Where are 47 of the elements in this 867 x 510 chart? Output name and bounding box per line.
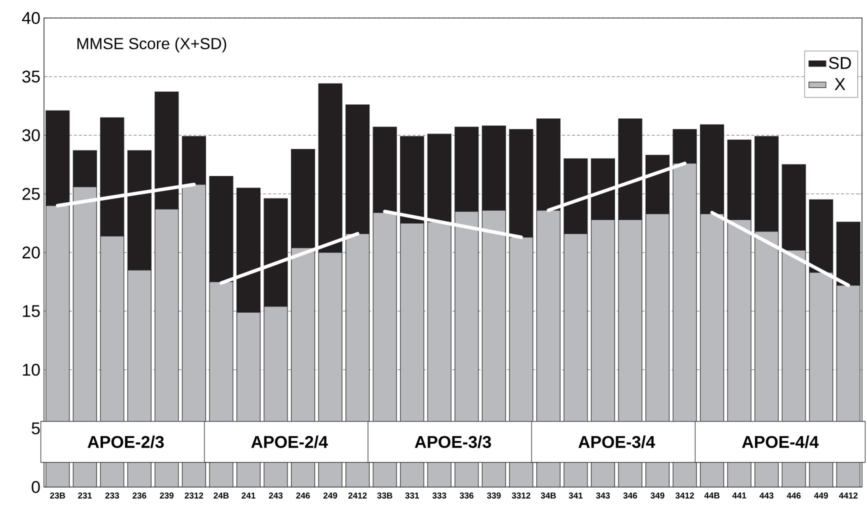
text: MMSE Score (X+SD) [77,38,226,52]
x-tick-label: 333 [432,492,446,499]
x-tick-label: 331 [405,492,420,499]
x-tick-label: 239 [160,492,174,499]
x-tick-label: 33B [377,492,392,499]
annotation: APOE-3/3 [414,436,491,448]
y-tick-label: 5 [32,422,40,434]
x-tick-label: 4412 [838,492,858,498]
y-tick-label: 15 [22,305,40,318]
x-tick-label: 443 [760,492,774,499]
x-tick-label: 44B [704,492,720,498]
x-tick-label: 249 [323,492,338,499]
x-tick-label: 233 [105,492,119,499]
annotation: APOE-3/4 [578,436,656,448]
y-tick-label: 25 [22,188,40,200]
x-tick-label: 241 [242,492,256,498]
x-tick-label: 2312 [184,492,204,499]
x-tick-label: 346 [623,492,638,499]
x-tick-label: 34B [540,492,556,499]
x-tick-label: 23B [50,492,66,499]
x-tick-label: 449 [814,492,828,499]
legend-label: SD [828,57,851,70]
x-tick-label: 341 [568,492,583,499]
x-tick-label: 3312 [512,492,530,499]
x-tick-label: 349 [650,492,664,499]
x-tick-label: 446 [786,492,801,499]
x-tick-label: 343 [596,492,610,499]
annotation: APOE-2/3 [88,436,164,448]
y-tick-label: 20 [22,246,40,258]
x-tick-label: 339 [486,492,501,499]
x-tick-label: 3412 [675,492,694,499]
x-tick-label: 236 [132,492,146,499]
annotation: APOE-2/4 [251,436,328,448]
y-tick-label: 30 [22,129,40,142]
x-tick-label: 2412 [348,492,367,498]
legend-label: X [834,78,846,90]
annotation: APOE-4/4 [742,436,819,448]
x-tick-label: 231 [78,492,92,499]
x-tick-label: 24B [214,492,229,498]
y-tick-label: 40 [22,12,40,24]
x-tick-label: 243 [268,492,283,499]
x-tick-label: 441 [732,492,746,498]
y-tick-label: 0 [32,481,40,493]
x-tick-label: 246 [296,492,310,499]
y-tick-label: 35 [22,70,40,83]
y-tick-label: 10 [22,364,40,376]
x-tick-label: 336 [460,492,474,499]
